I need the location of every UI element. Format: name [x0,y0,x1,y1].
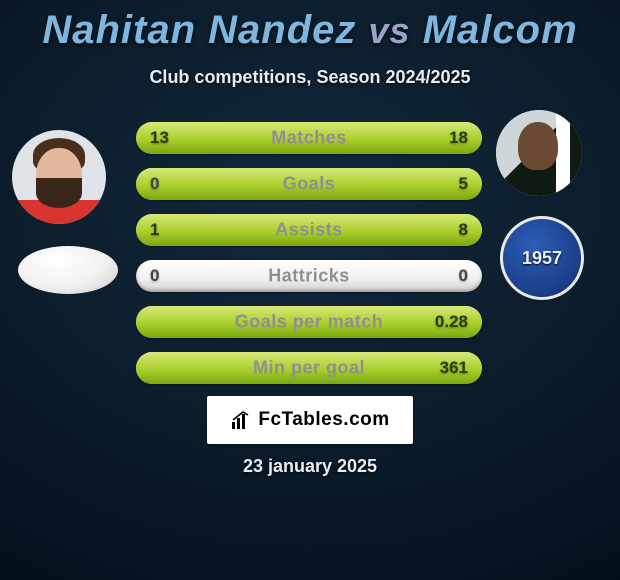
stat-value-right: 361 [440,358,468,378]
stat-row: 0.28 Goals per match [136,306,482,338]
stat-label: Goals per match [235,312,384,333]
player1-club-badge [18,246,118,294]
title-player1: Nahitan Nandez [42,8,356,52]
stat-value-right: 8 [459,220,468,240]
stat-row: 13 18 Matches [136,122,482,154]
stat-value-left: 13 [150,128,169,148]
player1-avatar [12,130,106,224]
banner-text: FcTables.com [258,409,389,431]
title-vs: vs [369,10,411,51]
stat-label: Assists [275,220,343,241]
subtitle: Club competitions, Season 2024/2025 [0,67,620,88]
stat-value-right: 0.28 [435,312,468,332]
fctables-banner: FcTables.com [207,396,413,444]
date-text: 23 january 2025 [0,456,620,477]
title-player2: Malcom [423,8,578,52]
stat-row: 0 0 Hattricks [136,260,482,292]
stat-label: Hattricks [268,266,350,287]
stat-label: Goals [283,174,336,195]
stat-value-left: 0 [150,266,159,286]
stat-row: 361 Min per goal [136,352,482,384]
stat-bars: 1318Matches05Goals18Assists00Hattricks0.… [136,122,482,398]
stat-label: Min per goal [253,358,365,379]
comparison-card: Nahitan Nandez vs Malcom Club competitio… [0,0,620,580]
player2-avatar [496,110,582,196]
stat-label: Matches [271,128,347,149]
stat-value-right: 5 [459,174,468,194]
stat-value-right: 18 [449,128,468,148]
stat-row: 0 5 Goals [136,168,482,200]
stat-value-right: 0 [459,266,468,286]
stat-value-left: 1 [150,220,159,240]
page-title: Nahitan Nandez vs Malcom [0,0,620,53]
stat-value-left: 0 [150,174,159,194]
player2-club-badge: 1957 [500,216,584,300]
club-badge-year: 1957 [522,248,562,269]
fctables-logo-icon [230,410,252,432]
stat-row: 1 8 Assists [136,214,482,246]
